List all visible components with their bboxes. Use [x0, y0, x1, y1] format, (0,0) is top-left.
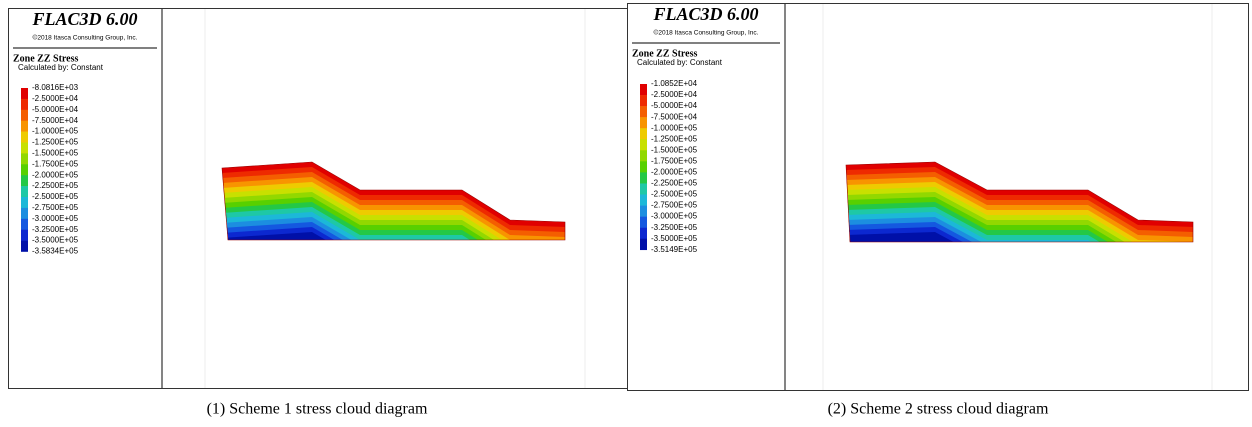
legend-swatch: [640, 172, 647, 183]
legend-swatch: [640, 195, 647, 206]
legend-swatch: [640, 228, 647, 239]
legend-label: -5.0000E+04: [32, 105, 79, 114]
legend-swatch: [21, 241, 28, 252]
legend-label: -2.7500E+05: [32, 203, 79, 212]
legend-swatch: [640, 139, 647, 150]
legend-label: -3.5000E+05: [651, 234, 698, 243]
legend-label: -2.5000E+04: [32, 94, 79, 103]
legend-swatch: [640, 150, 647, 161]
legend-label: -5.0000E+04: [651, 101, 698, 110]
legend-label: -1.0000E+05: [651, 123, 698, 132]
legend-swatch: [640, 128, 647, 139]
panel: FLAC3D 6.00 ©2018 Itasca Consulting Group…: [9, 8, 628, 408]
legend-swatch: [640, 217, 647, 228]
legend-swatch: [21, 197, 28, 208]
page: FLAC3D 6.00 ©2018 Itasca Consulting Group…: [0, 0, 1252, 427]
legend-label: -1.7500E+05: [32, 159, 79, 168]
legend-swatch: [21, 186, 28, 197]
legend-swatch: [21, 175, 28, 186]
legend-label: -1.5000E+05: [651, 145, 698, 154]
legend-label: -1.0000E+05: [32, 127, 79, 136]
legend-swatch: [21, 143, 28, 154]
legend-swatch: [640, 84, 647, 95]
legend-swatch: [640, 106, 647, 117]
legend-label: -3.5834E+05: [32, 247, 79, 256]
legend-subtitle: Calculated by: Constant: [637, 58, 723, 67]
legend-swatch: [21, 88, 28, 99]
legend-swatch: [21, 230, 28, 241]
legend-label: -3.0000E+05: [32, 214, 79, 223]
legend-swatch: [21, 132, 28, 143]
legend-label: -3.2500E+05: [651, 223, 698, 232]
legend-label: -3.2500E+05: [32, 225, 79, 234]
caption: (1) Scheme 1 stress cloud diagram: [207, 401, 428, 418]
copyright: ©2018 Itasca Consulting Group, Inc.: [33, 34, 138, 42]
legend-label: -2.2500E+05: [651, 179, 698, 188]
legend-label: -1.5000E+05: [32, 149, 79, 158]
legend-swatch: [640, 206, 647, 217]
legend-label: -3.0000E+05: [651, 212, 698, 221]
legend-label: -2.0000E+05: [32, 170, 79, 179]
legend-swatch: [640, 239, 647, 250]
software-title: FLAC3D 6.00: [31, 9, 137, 29]
legend-label: -7.5000E+04: [651, 112, 698, 121]
legend-swatch: [21, 164, 28, 175]
caption: (2) Scheme 2 stress cloud diagram: [828, 401, 1049, 418]
legend-label: -1.2500E+05: [32, 138, 79, 147]
legend-label: -2.5000E+05: [651, 190, 698, 199]
legend-subtitle: Calculated by: Constant: [18, 63, 104, 72]
legend-swatch: [21, 208, 28, 219]
legend-label: -8.0816E+03: [32, 83, 79, 92]
legend-label: -7.5000E+04: [32, 116, 79, 125]
legend-label: -2.2500E+05: [32, 181, 79, 190]
copyright: ©2018 Itasca Consulting Group, Inc.: [654, 29, 759, 37]
legend-swatch: [21, 110, 28, 121]
legend-swatch: [640, 117, 647, 128]
legend-swatch: [21, 153, 28, 164]
legend-swatch: [21, 121, 28, 132]
legend-label: -1.0852E+04: [651, 79, 698, 88]
legend-label: -2.5000E+04: [651, 90, 698, 99]
legend-swatch: [21, 219, 28, 230]
panel: FLAC3D 6.00 ©2018 Itasca Consulting Group…: [628, 3, 1249, 403]
figure: FLAC3D 6.00 ©2018 Itasca Consulting Group…: [0, 0, 1252, 427]
legend-label: -3.5149E+05: [651, 245, 698, 254]
legend-label: -2.7500E+05: [651, 201, 698, 210]
legend-label: -1.7500E+05: [651, 156, 698, 165]
legend-label: -1.2500E+05: [651, 134, 698, 143]
software-title: FLAC3D 6.00: [652, 4, 758, 24]
legend-label: -3.5000E+05: [32, 236, 79, 245]
legend-swatch: [21, 99, 28, 110]
legend-swatch: [640, 183, 647, 194]
legend-label: -2.0000E+05: [651, 168, 698, 177]
legend-label: -2.5000E+05: [32, 192, 79, 201]
legend-swatch: [640, 95, 647, 106]
legend-swatch: [640, 161, 647, 172]
